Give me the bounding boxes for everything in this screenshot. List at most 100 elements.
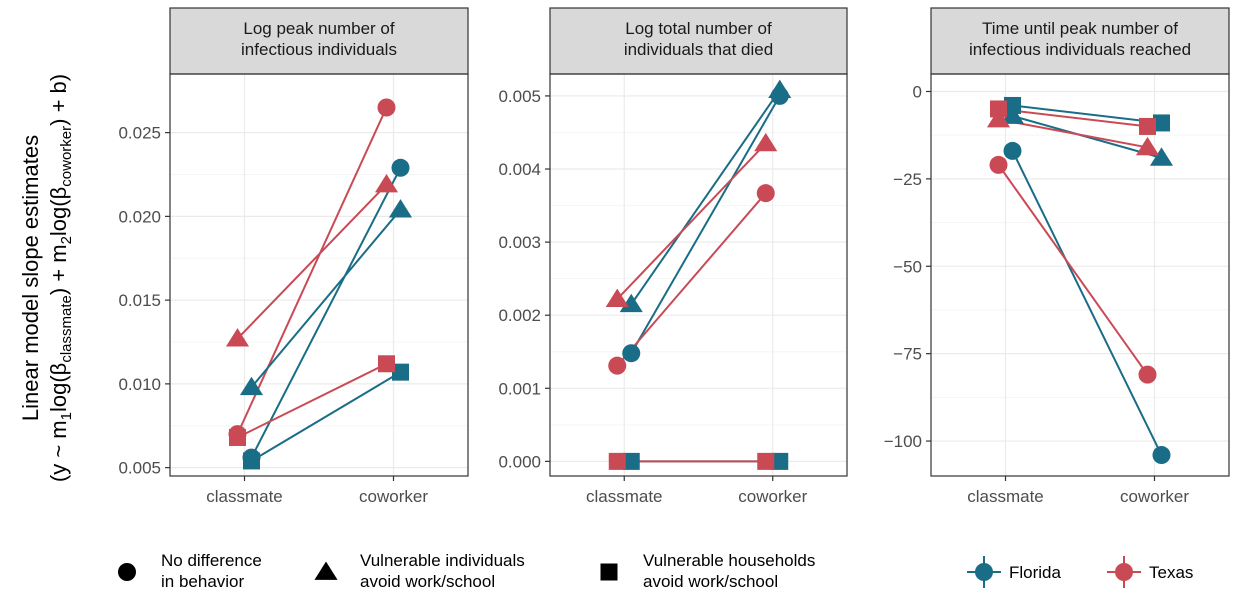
y-axis-title-segment: ) + b) — [46, 74, 71, 126]
data-point — [619, 293, 643, 313]
x-tick-label: classmate — [206, 487, 283, 506]
y-tick-label: 0.002 — [498, 306, 541, 325]
facet-strip — [549, 7, 848, 75]
panel-border — [930, 73, 1230, 477]
series-line — [1011, 150, 1163, 456]
y-tick-label: −75 — [893, 345, 922, 364]
series-line — [997, 164, 1149, 376]
data-point — [608, 452, 626, 470]
legend-item-shape: Vulnerable individuals avoid work/school — [314, 551, 525, 591]
y-tick-label: 0.005 — [118, 459, 161, 478]
y-axis-title-segment: log(β — [46, 363, 71, 412]
y-tick-label: 0.000 — [498, 452, 541, 471]
facet-strip — [930, 7, 1230, 75]
facet-strip — [169, 7, 469, 75]
data-point — [1135, 136, 1160, 156]
x-tick-label: classmate — [586, 487, 663, 506]
y-tick-label: 0.025 — [118, 124, 161, 143]
series-line — [616, 142, 767, 300]
series-line — [998, 118, 1148, 149]
y-tick-label: 0.003 — [498, 233, 541, 252]
data-point — [986, 108, 1011, 128]
data-point — [1149, 147, 1174, 166]
data-point — [990, 100, 1007, 118]
data-point — [378, 355, 395, 373]
data-point — [757, 452, 775, 470]
y-axis-title-segment: (y ~ m — [46, 420, 71, 482]
facet-title: Time until peak number of — [982, 19, 1178, 38]
y-axis-title: Linear model slope estimates (y ~ m1log(… — [18, 74, 75, 482]
legend-label: Florida — [1009, 563, 1062, 582]
data-point — [388, 199, 413, 218]
data-point — [771, 452, 789, 470]
y-axis-title-segment: log(β — [46, 187, 71, 236]
y-tick-label: −50 — [893, 257, 922, 276]
data-point — [392, 363, 409, 381]
legend-label: avoid work/school — [643, 572, 778, 591]
y-axis-title-subscript: classmate — [58, 295, 75, 363]
series-line — [236, 183, 388, 340]
data-point — [377, 98, 396, 117]
series-line — [237, 362, 387, 439]
data-point — [622, 452, 640, 470]
y-tick-label: 0.001 — [498, 379, 541, 398]
data-point — [229, 428, 246, 446]
series-line — [1012, 104, 1162, 124]
legend-item-state: Texas — [1107, 556, 1193, 588]
x-tick-label: coworker — [738, 487, 807, 506]
series-line — [250, 371, 402, 462]
legend-item-state: Florida — [967, 556, 1062, 588]
panel-background — [550, 74, 847, 476]
series-line — [236, 107, 388, 435]
legend-key-point — [1115, 563, 1133, 581]
x-tick-label: classmate — [967, 487, 1044, 506]
y-tick-label: 0.015 — [118, 291, 161, 310]
data-point — [1152, 446, 1171, 465]
data-point — [374, 174, 399, 193]
legend-key-circle — [118, 563, 136, 581]
data-point — [756, 184, 775, 203]
y-tick-label: 0 — [913, 82, 922, 101]
data-point — [989, 155, 1008, 174]
series-line — [250, 167, 402, 459]
y-axis-title-subscript: coworker — [58, 126, 75, 187]
y-tick-label: 0.005 — [498, 87, 541, 106]
x-tick-label: coworker — [359, 487, 428, 506]
y-axis-title-subscript: 2 — [58, 236, 75, 244]
data-point — [243, 452, 260, 470]
panel-background — [170, 74, 468, 476]
facet-title: Log total number of — [625, 19, 772, 38]
y-axis-title-subscript: 1 — [58, 412, 75, 420]
series-line — [998, 107, 1148, 128]
legend-key-square — [600, 563, 618, 581]
panel-border — [549, 73, 848, 477]
data-point — [225, 328, 250, 347]
y-tick-label: 0.004 — [498, 160, 541, 179]
legend-label: Texas — [1149, 563, 1193, 582]
y-tick-label: 0.010 — [118, 375, 161, 394]
facet-panels: Log peak number of infectious individuals… — [118, 7, 1230, 506]
series-line — [630, 89, 781, 305]
facet-panel: Log total number of individuals that died… — [498, 7, 848, 506]
y-tick-label: 0.020 — [118, 207, 161, 226]
legend: No difference in behavior Vulnerable indiv… — [118, 551, 1193, 591]
data-point — [1004, 96, 1021, 114]
facet-panel: Log peak number of infectious individuals… — [118, 7, 469, 506]
facet-title: infectious individuals reached — [969, 40, 1191, 59]
data-point — [768, 79, 792, 98]
panel-background — [931, 74, 1229, 476]
facet-panel: Time until peak number of infectious indi… — [884, 7, 1230, 506]
y-axis-title-segment: ) + m — [46, 244, 71, 295]
series-line — [616, 192, 767, 367]
legend-key-triangle — [314, 561, 338, 580]
facet-title: infectious individuals — [241, 40, 397, 59]
legend-label: No difference — [161, 551, 262, 570]
data-point — [605, 288, 629, 307]
data-point — [391, 158, 410, 177]
data-point — [1003, 141, 1022, 160]
data-point — [1138, 365, 1157, 384]
data-point — [754, 132, 778, 152]
panel-border — [169, 73, 469, 477]
facet-title: individuals that died — [624, 40, 773, 59]
